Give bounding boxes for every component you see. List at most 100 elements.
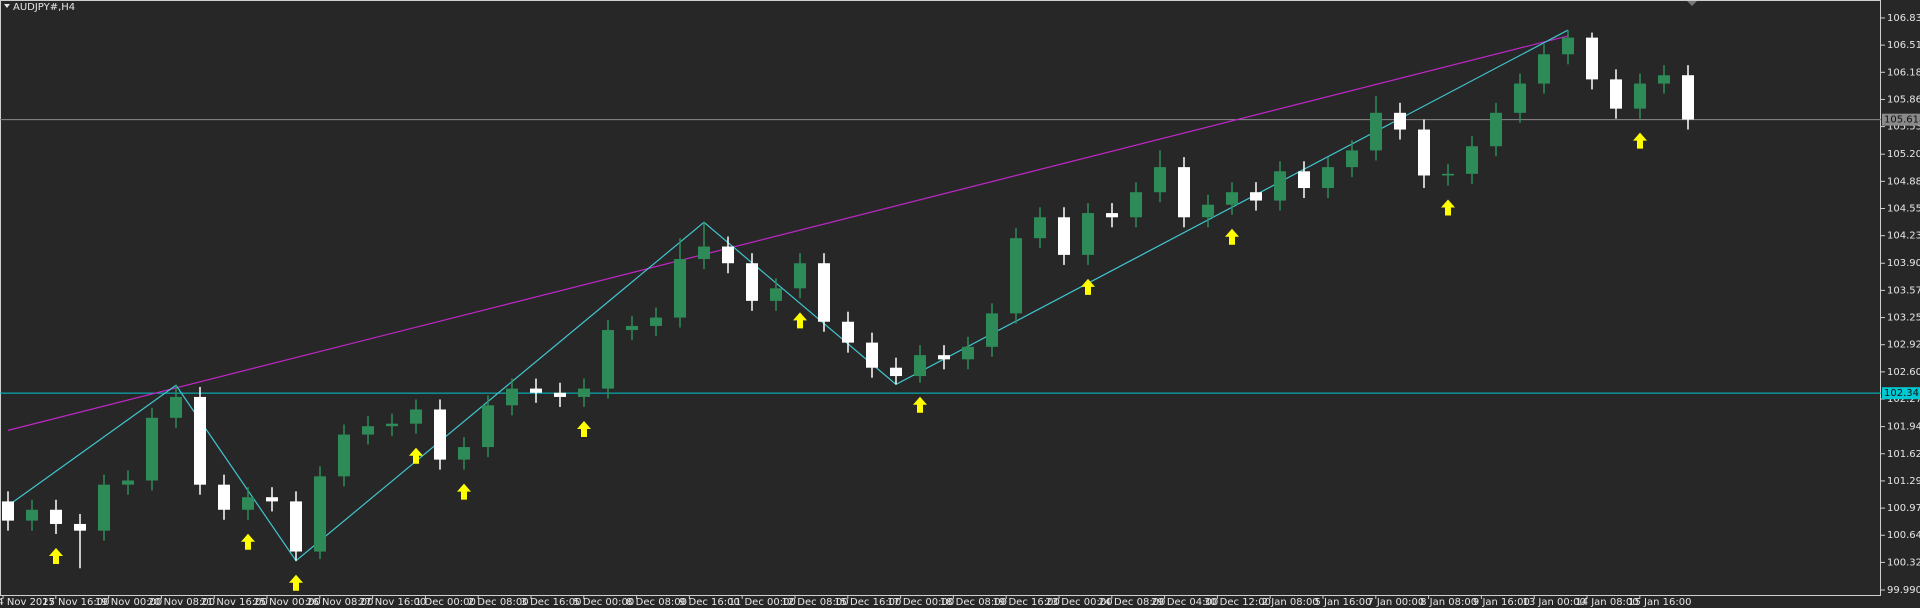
y-tick-label: 101.295 [1887, 476, 1920, 487]
zigzag-line [7, 29, 1569, 562]
x-tick-label: 2 Dec 08:00 [468, 597, 529, 608]
candle-body [1178, 167, 1190, 218]
candle-body [602, 330, 614, 389]
x-tick-label: 15 Dec 16:00 [834, 597, 901, 608]
candle-body [1562, 37, 1574, 55]
candle-body [1658, 75, 1670, 84]
candle-body [314, 476, 326, 552]
candle-body [242, 497, 254, 510]
x-tick-label: 5 Dec 00:00 [573, 597, 634, 608]
y-tick-label: 102.925 [1887, 340, 1920, 351]
candle-body [1610, 79, 1622, 109]
candle-body [2, 501, 14, 521]
x-tick-label: 5 Jan 16:00 [1315, 597, 1372, 608]
candle-body [818, 263, 830, 322]
x-tick-label: 24 Dec 08:00 [1098, 597, 1165, 608]
candle-body [794, 263, 806, 289]
x-tick-label: 2 Jan 08:00 [1262, 597, 1319, 608]
candle-body [842, 321, 854, 343]
candle-body [1154, 167, 1166, 193]
x-tick-label: 29 Dec 04:00 [1151, 597, 1218, 608]
candle-body [74, 523, 86, 531]
x-tick-label: 13 Jan 00:00 [1523, 597, 1586, 608]
candle-body [890, 367, 902, 377]
candle-body [1250, 192, 1262, 201]
x-tick-label: 7 Jan 00:00 [1367, 597, 1424, 608]
y-tick-label: 105.860 [1887, 94, 1920, 105]
y-tick-label: 103.575 [1887, 285, 1920, 296]
x-tick-label: 19 Nov 00:00 [95, 597, 162, 608]
candle-body [1442, 173, 1454, 176]
x-tick-label: 26 Nov 08:00 [306, 597, 373, 608]
candle-body [506, 388, 518, 406]
buy-arrow [1441, 199, 1455, 216]
level-label-bg [1882, 113, 1920, 126]
candle-body [962, 346, 974, 360]
x-tick-label: 21 Nov 16:00 [200, 597, 267, 608]
candle-body [1466, 146, 1478, 174]
candle-body [1418, 129, 1430, 176]
y-tick-label: 103.900 [1887, 258, 1920, 269]
y-tick-label: 106.835 [1887, 13, 1920, 24]
buy-arrow [409, 447, 423, 464]
buy-arrow [793, 312, 807, 329]
x-tick-label: 17 Nov 16:00 [42, 597, 109, 608]
candle-body [986, 313, 998, 347]
candle-body [50, 509, 62, 524]
y-tick-label: 102.600 [1887, 367, 1920, 378]
candle-body [218, 484, 230, 510]
candle-body [578, 388, 590, 397]
y-tick-label: 102.275 [1887, 394, 1920, 405]
shift-marker [1687, 1, 1697, 6]
y-tick-label: 104.880 [1887, 176, 1920, 187]
x-tick-label: 15 Jan 16:00 [1628, 597, 1691, 608]
candle-body [1058, 217, 1070, 255]
y-tick-label: 101.620 [1887, 449, 1920, 460]
x-tick-label: 9 Dec 16:00 [679, 597, 740, 608]
x-tick-label: 1 Dec 00:00 [415, 597, 476, 608]
y-tick-label: 99.990 [1887, 585, 1920, 596]
buy-arrow [1633, 132, 1647, 149]
candle-body [770, 288, 782, 301]
y-tick-label: 105.205 [1887, 149, 1920, 160]
y-tick-label: 100.320 [1887, 557, 1920, 568]
candle-body [194, 396, 206, 485]
buy-arrow [49, 547, 63, 564]
x-tick-label: 23 Dec 00:00 [1045, 597, 1112, 608]
y-tick-label: 105.535 [1887, 122, 1920, 133]
buy-arrow [1225, 228, 1239, 245]
candle-body [1322, 167, 1334, 189]
x-tick-label: 8 Jan 08:00 [1420, 597, 1477, 608]
buy-arrow [289, 574, 303, 591]
candle-body [338, 434, 350, 477]
candle-body [170, 396, 182, 418]
x-tick-label: 27 Nov 16:00 [359, 597, 426, 608]
y-tick-label: 104.555 [1887, 204, 1920, 215]
y-tick-label: 104.230 [1887, 231, 1920, 242]
candle-body [1346, 150, 1358, 168]
y-tick-label: 106.185 [1887, 67, 1920, 78]
candle-body [698, 246, 710, 260]
candle-body [386, 423, 398, 427]
y-tick-label: 101.945 [1887, 422, 1920, 433]
menu-triangle[interactable] [4, 4, 10, 8]
candle-body [626, 325, 638, 331]
y-tick-label: 100.970 [1887, 503, 1920, 514]
candle-body [1298, 171, 1310, 189]
candle-body [410, 409, 422, 424]
x-tick-label: 19 Dec 16:00 [993, 597, 1060, 608]
x-tick-label: 17 Dec 00:00 [887, 597, 954, 608]
candle-body [26, 509, 38, 521]
level-label: 102.345 [1884, 388, 1920, 399]
candle-body [266, 497, 278, 502]
candle-body [650, 317, 662, 326]
buy-arrow [913, 396, 927, 413]
candle-body [362, 426, 374, 435]
x-tick-label: 9 Jan 16:00 [1473, 597, 1530, 608]
candle-body [914, 355, 926, 377]
candle-body [1130, 192, 1142, 218]
candle-body [1682, 75, 1694, 120]
candle-body [434, 409, 446, 460]
